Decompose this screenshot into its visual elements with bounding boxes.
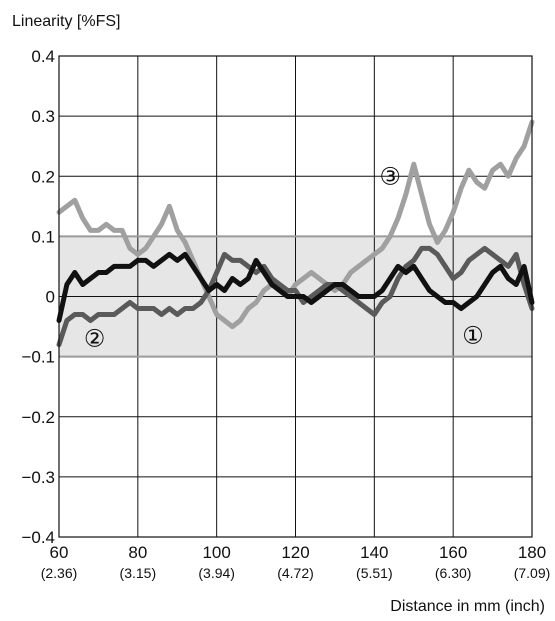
series-line-2	[56, 245, 535, 348]
series-marker-1: ①	[462, 323, 484, 350]
x-tick-sublabel: (6.30)	[435, 565, 472, 581]
y-tick-label: −0.3	[21, 468, 55, 487]
y-tick-label: 0.2	[31, 167, 55, 186]
series-line-3	[56, 119, 535, 330]
y-tick-label: 0	[46, 288, 55, 307]
x-tick-label: 160	[439, 543, 467, 562]
x-tick-label: 180	[518, 543, 546, 562]
plot-frame-layer	[58, 55, 533, 538]
y-tick-label: 0.3	[31, 107, 55, 126]
y-tick-label: −0.2	[21, 408, 55, 427]
series-markers: ① ② ③	[84, 163, 484, 352]
x-axis-label: Distance in mm (inch)	[390, 598, 545, 615]
y-tick-label: 0.1	[31, 227, 55, 246]
x-tick-label: 60	[50, 543, 69, 562]
series-layer	[56, 119, 535, 348]
y-axis-label: Linearity [%FS]	[12, 13, 120, 30]
x-tick-labels: 60 (2.36) 80 (3.15) 100 (3.94) 120 (4.72) 140 (5.…	[41, 543, 551, 581]
x-tick-sublabel: (4.72)	[277, 565, 314, 581]
series-marker-3: ③	[379, 163, 401, 190]
y-tick-labels: 0.4 0.3 0.2 0.1 0 −0.1 −0.2 −0.3 −0.4	[21, 47, 55, 547]
x-tick-label: 120	[281, 543, 309, 562]
x-tick-label: 140	[360, 543, 388, 562]
series-marker-2: ②	[84, 326, 106, 353]
x-tick-sublabel: (3.15)	[120, 565, 157, 581]
y-tick-label: 0.4	[31, 47, 55, 66]
x-tick-label: 100	[202, 543, 230, 562]
x-tick-sublabel: (5.51)	[356, 565, 393, 581]
x-tick-label: 80	[128, 543, 147, 562]
y-tick-label: −0.1	[21, 348, 55, 367]
x-tick-sublabel: (2.36)	[41, 565, 78, 581]
x-tick-sublabel: (7.09)	[514, 565, 551, 581]
y-tick-label: −0.4	[21, 528, 55, 547]
series-line-1	[56, 251, 535, 323]
x-tick-sublabel: (3.94)	[198, 565, 235, 581]
plot-frame	[58, 55, 533, 538]
